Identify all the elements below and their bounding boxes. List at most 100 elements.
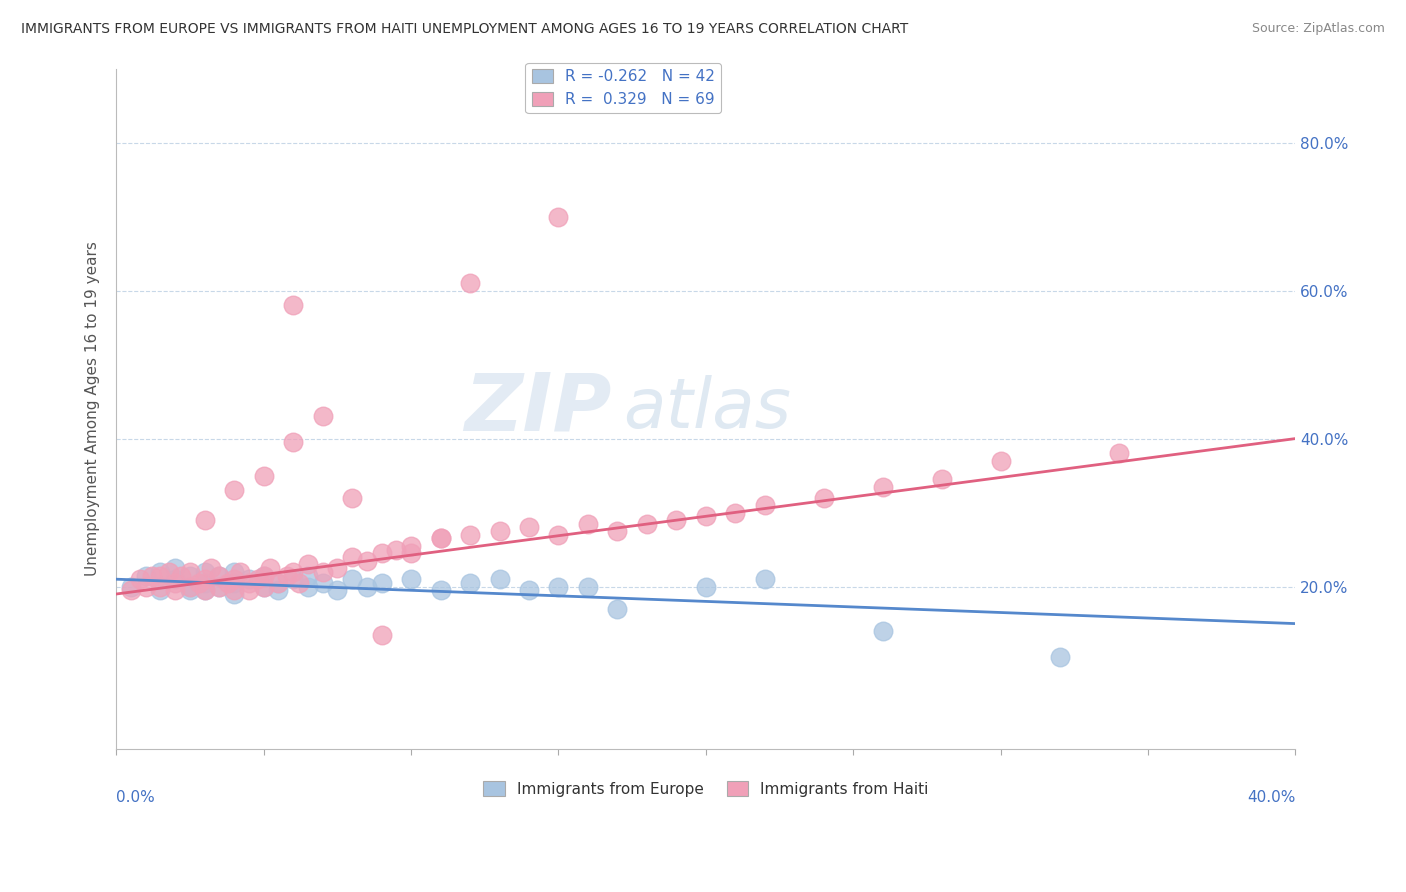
Point xyxy=(356,580,378,594)
Point xyxy=(547,580,569,594)
Point xyxy=(326,561,349,575)
Point xyxy=(208,580,231,594)
Point xyxy=(458,575,481,590)
Point xyxy=(194,572,217,586)
Point xyxy=(135,568,157,582)
Point xyxy=(340,572,363,586)
Point xyxy=(246,572,269,586)
Point xyxy=(253,568,276,582)
Legend: Immigrants from Europe, Immigrants from Haiti: Immigrants from Europe, Immigrants from … xyxy=(477,775,935,803)
Point xyxy=(120,583,142,598)
Point xyxy=(311,409,333,424)
Point xyxy=(517,520,540,534)
Point xyxy=(194,513,217,527)
Point xyxy=(194,575,217,590)
Point xyxy=(399,546,422,560)
Point xyxy=(1049,649,1071,664)
Point xyxy=(208,580,231,594)
Point xyxy=(488,524,510,538)
Point xyxy=(224,483,246,498)
Point xyxy=(754,498,776,512)
Point xyxy=(253,468,276,483)
Point xyxy=(340,491,363,505)
Point xyxy=(547,210,569,224)
Point xyxy=(224,583,246,598)
Point xyxy=(370,546,392,560)
Point xyxy=(149,568,172,582)
Point xyxy=(281,572,304,586)
Point xyxy=(429,583,451,598)
Point xyxy=(165,575,187,590)
Point xyxy=(253,568,276,582)
Point xyxy=(187,575,209,590)
Point xyxy=(229,565,252,579)
Point xyxy=(429,532,451,546)
Point xyxy=(517,583,540,598)
Point xyxy=(224,565,246,579)
Point xyxy=(208,568,231,582)
Point xyxy=(695,580,717,594)
Point xyxy=(931,472,953,486)
Point xyxy=(695,509,717,524)
Point xyxy=(224,587,246,601)
Point xyxy=(399,539,422,553)
Point xyxy=(606,602,628,616)
Point xyxy=(238,572,260,586)
Point xyxy=(165,561,187,575)
Point xyxy=(276,568,298,582)
Point xyxy=(194,565,217,579)
Point xyxy=(259,561,281,575)
Point xyxy=(990,454,1012,468)
Point xyxy=(488,572,510,586)
Point xyxy=(606,524,628,538)
Point xyxy=(179,580,201,594)
Point xyxy=(872,624,894,638)
Point xyxy=(208,568,231,582)
Point xyxy=(179,580,201,594)
Point xyxy=(399,572,422,586)
Point xyxy=(267,583,290,598)
Point xyxy=(267,575,290,590)
Point xyxy=(281,298,304,312)
Point xyxy=(311,575,333,590)
Point xyxy=(253,580,276,594)
Point xyxy=(458,528,481,542)
Point xyxy=(288,575,311,590)
Point xyxy=(149,580,172,594)
Point xyxy=(170,568,193,582)
Point xyxy=(194,583,217,598)
Point xyxy=(135,580,157,594)
Point xyxy=(149,583,172,598)
Point xyxy=(179,565,201,579)
Point xyxy=(1108,446,1130,460)
Point xyxy=(872,480,894,494)
Point xyxy=(429,532,451,546)
Y-axis label: Unemployment Among Ages 16 to 19 years: Unemployment Among Ages 16 to 19 years xyxy=(86,242,100,576)
Point xyxy=(281,565,304,579)
Point xyxy=(458,276,481,290)
Point xyxy=(311,565,333,579)
Point xyxy=(179,583,201,598)
Text: Source: ZipAtlas.com: Source: ZipAtlas.com xyxy=(1251,22,1385,36)
Point xyxy=(238,575,260,590)
Point xyxy=(267,575,290,590)
Point xyxy=(754,572,776,586)
Point xyxy=(200,561,222,575)
Point xyxy=(385,542,408,557)
Point xyxy=(576,580,599,594)
Point xyxy=(370,575,392,590)
Text: IMMIGRANTS FROM EUROPE VS IMMIGRANTS FROM HAITI UNEMPLOYMENT AMONG AGES 16 TO 19: IMMIGRANTS FROM EUROPE VS IMMIGRANTS FRO… xyxy=(21,22,908,37)
Text: ZIP: ZIP xyxy=(464,370,612,448)
Point xyxy=(165,583,187,598)
Point xyxy=(194,583,217,598)
Point xyxy=(149,565,172,579)
Point xyxy=(356,554,378,568)
Point xyxy=(297,558,319,572)
Point xyxy=(157,565,180,579)
Point xyxy=(253,580,276,594)
Point xyxy=(576,516,599,531)
Point xyxy=(165,572,187,586)
Point xyxy=(665,513,688,527)
Point xyxy=(813,491,835,505)
Text: 0.0%: 0.0% xyxy=(117,790,155,805)
